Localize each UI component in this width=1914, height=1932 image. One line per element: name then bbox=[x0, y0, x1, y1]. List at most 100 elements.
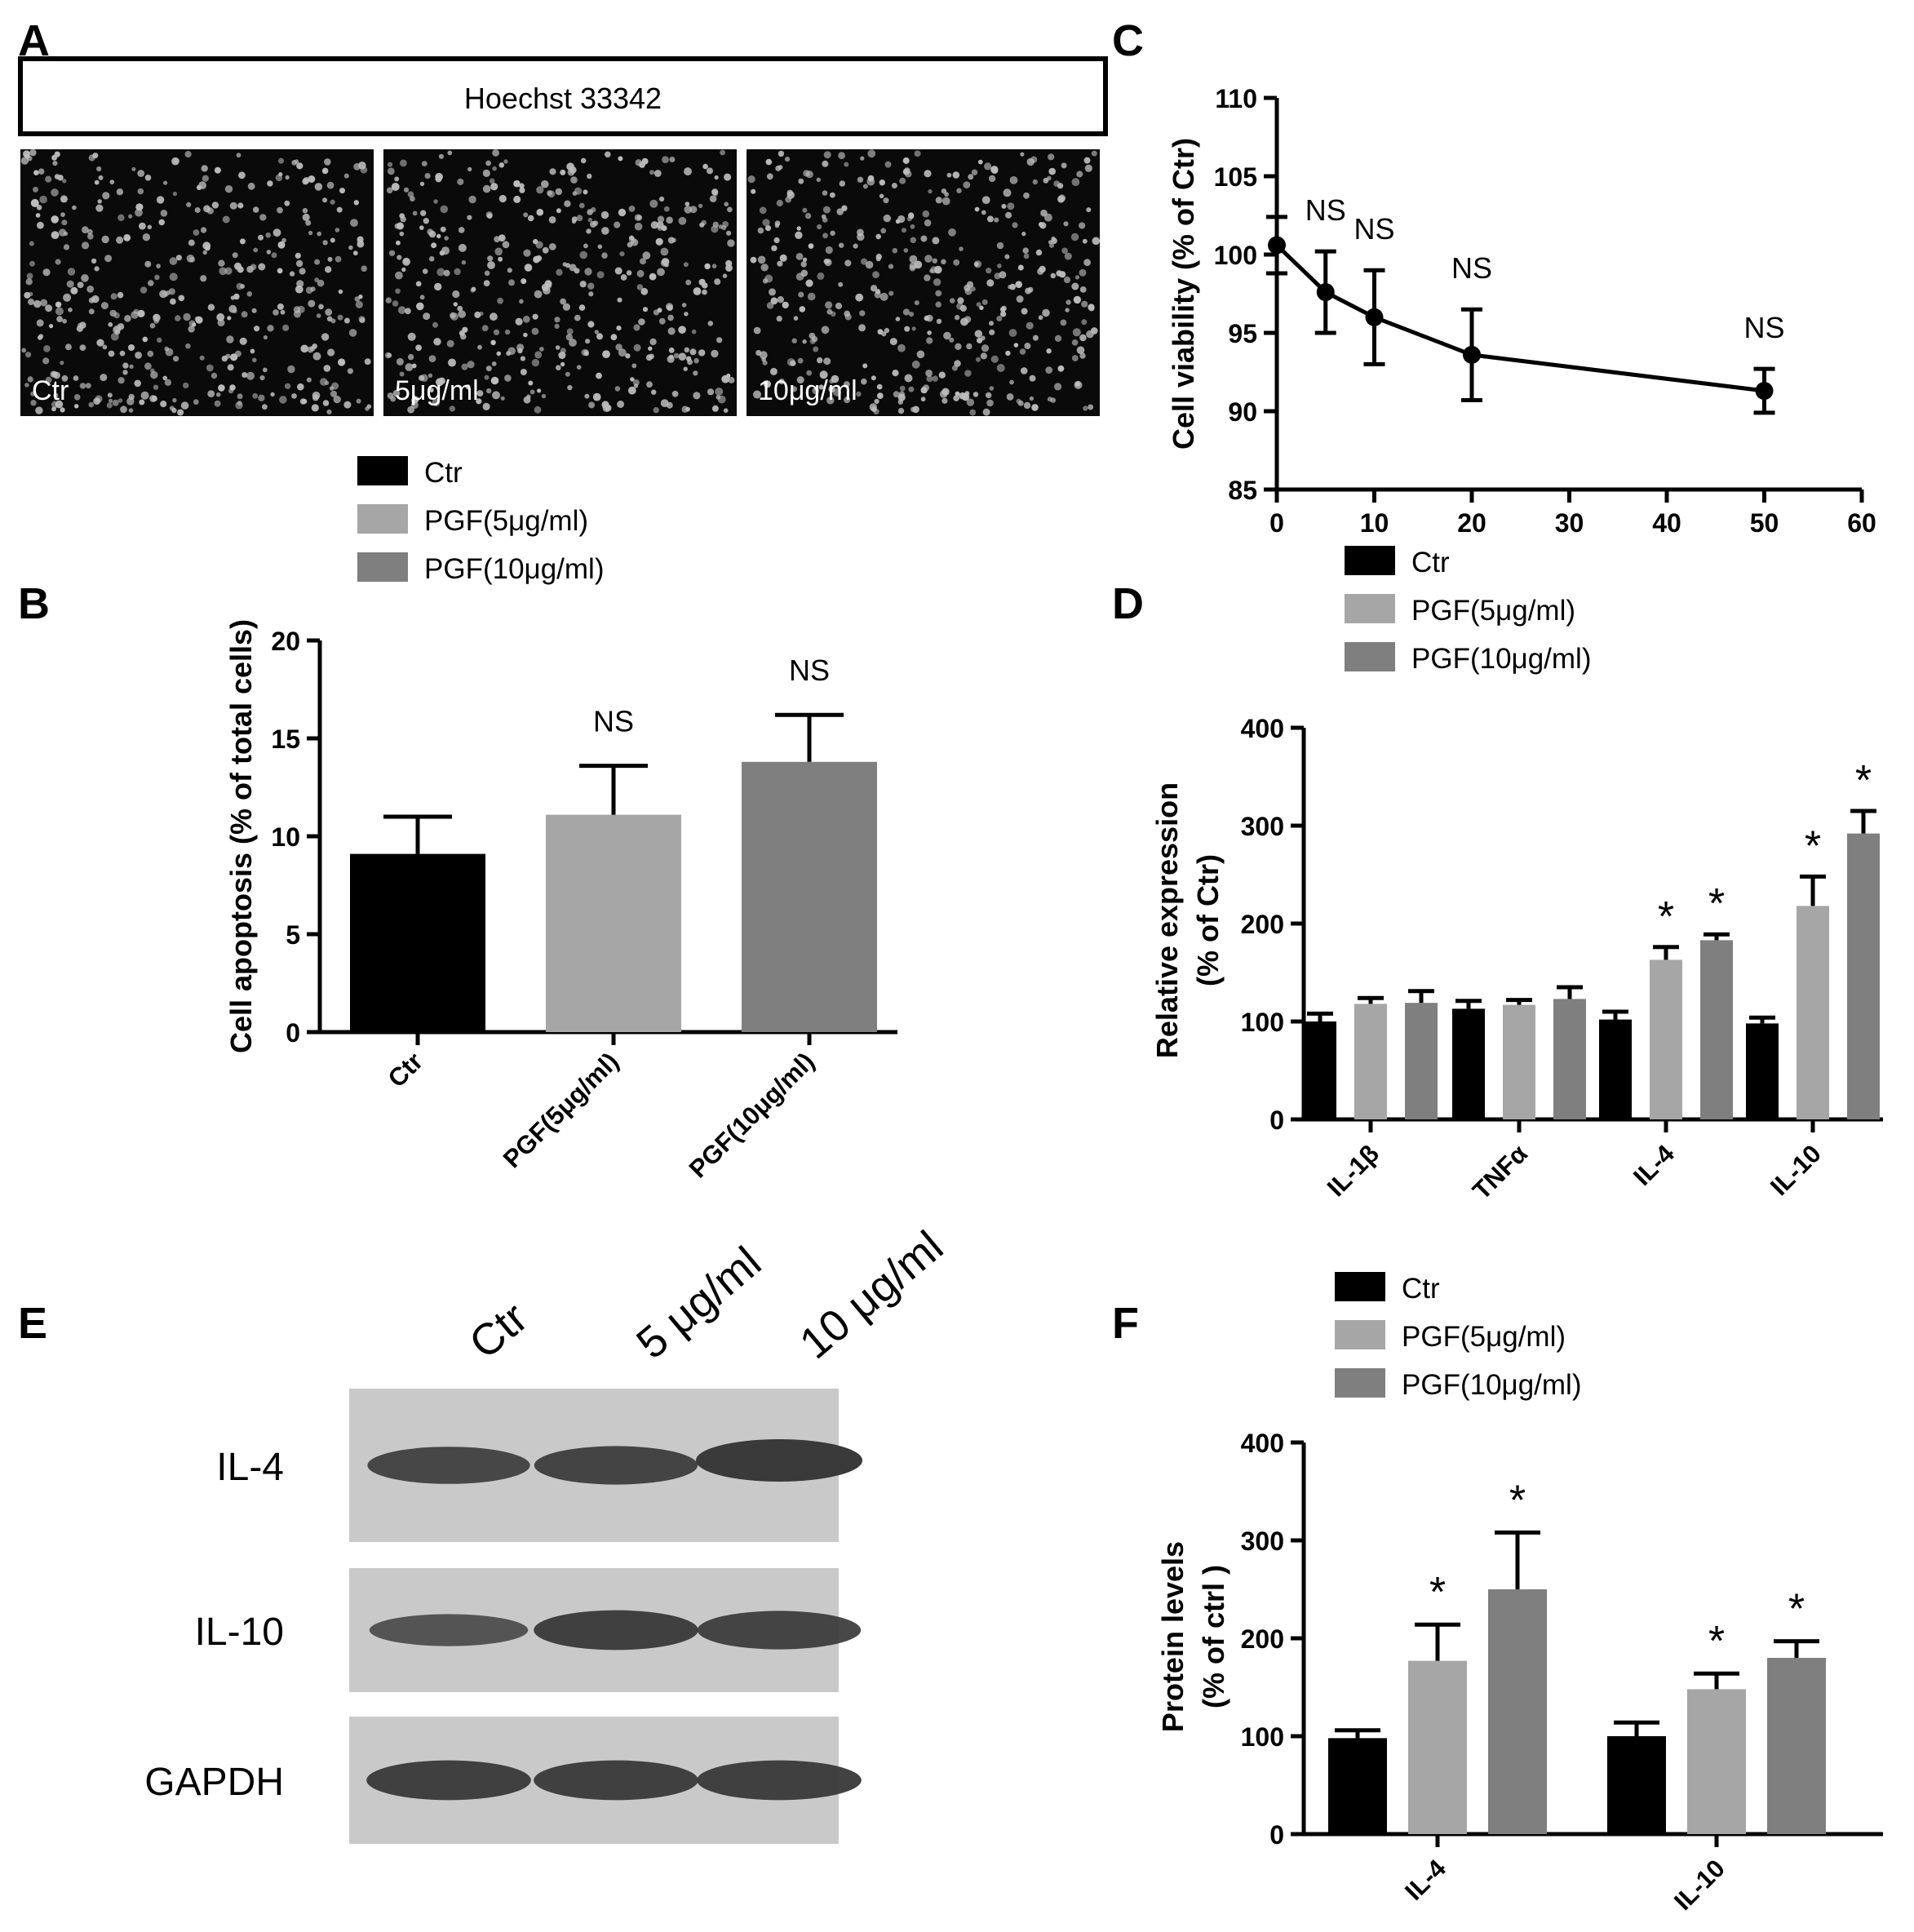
nucleus-dot bbox=[1047, 175, 1052, 181]
legend-label: PGF(5μg/ml) bbox=[1402, 1321, 1566, 1353]
nucleus-dot bbox=[85, 383, 91, 389]
nucleus-dot bbox=[36, 319, 44, 327]
nucleus-dot bbox=[838, 281, 844, 287]
nucleus-dot bbox=[29, 260, 35, 267]
nucleus-dot bbox=[116, 236, 124, 244]
nucleus-dot bbox=[70, 286, 78, 295]
blot-band bbox=[369, 1614, 529, 1646]
nucleus-dot bbox=[453, 302, 458, 307]
nucleus-dot bbox=[458, 310, 466, 318]
nucleus-dot bbox=[1081, 300, 1088, 308]
nucleus-dot bbox=[936, 318, 942, 324]
nucleus-dot bbox=[875, 289, 881, 295]
blot-row: GAPDH bbox=[144, 1717, 862, 1844]
x-tick-label: 20 bbox=[1457, 508, 1486, 538]
nucleus-dot bbox=[29, 148, 37, 157]
nucleus-dot bbox=[96, 339, 104, 347]
nucleus-dot bbox=[390, 396, 397, 402]
nucleus-dot bbox=[88, 308, 95, 315]
nucleus-dot bbox=[813, 346, 819, 352]
nucleus-dot bbox=[487, 255, 494, 262]
nucleus-dot bbox=[502, 241, 510, 249]
blot-band bbox=[534, 1446, 698, 1485]
nucleus-dot bbox=[523, 332, 528, 338]
nucleus-dot bbox=[560, 169, 566, 175]
y-axis-label: Relative expression bbox=[1150, 782, 1184, 1058]
nucleus-dot bbox=[971, 169, 978, 175]
nucleus-dot bbox=[314, 183, 323, 191]
nucleus-dot bbox=[504, 374, 512, 382]
nucleus-dot bbox=[920, 397, 926, 402]
nucleus-dot bbox=[178, 295, 185, 302]
nucleus-dot bbox=[405, 308, 411, 315]
nucleus-dot bbox=[1054, 335, 1062, 342]
panel-d-letter: D bbox=[1112, 579, 1144, 628]
nucleus-dot bbox=[331, 382, 339, 390]
nucleus-dot bbox=[1072, 328, 1081, 337]
nucleus-dot bbox=[684, 312, 689, 317]
nucleus-dot bbox=[634, 222, 643, 231]
nucleus-dot bbox=[914, 300, 919, 306]
nucleus-dot bbox=[252, 357, 257, 363]
nucleus-dot bbox=[297, 383, 304, 391]
nucleus-dot bbox=[314, 277, 320, 282]
nucleus-dot bbox=[114, 329, 121, 335]
nucleus-dot bbox=[401, 267, 406, 273]
nucleus-dot bbox=[821, 326, 830, 335]
nucleus-dot bbox=[977, 159, 983, 165]
legend-item: Ctr bbox=[1335, 1272, 1440, 1305]
nucleus-dot bbox=[498, 194, 507, 203]
nucleus-dot bbox=[966, 398, 975, 406]
significance-star: * bbox=[1788, 1586, 1805, 1633]
nucleus-dot bbox=[237, 202, 244, 209]
nucleus-dot bbox=[862, 184, 868, 189]
nucleus-dot bbox=[1083, 405, 1088, 411]
nucleus-dot bbox=[306, 377, 312, 383]
nucleus-dot bbox=[681, 303, 687, 308]
nucleus-dot bbox=[649, 338, 657, 346]
panel-a-header-box bbox=[18, 56, 1108, 136]
nucleus-dot bbox=[199, 355, 205, 361]
legend-label: PGF(10μg/ml) bbox=[1411, 643, 1591, 675]
nucleus-dot bbox=[625, 353, 631, 359]
nucleus-dot bbox=[519, 299, 524, 304]
nucleus-dot bbox=[911, 326, 916, 331]
nucleus-dot bbox=[117, 214, 125, 221]
nucleus-dot bbox=[990, 355, 999, 363]
nucleus-dot bbox=[631, 363, 637, 369]
bar bbox=[1328, 1738, 1387, 1834]
nucleus-dot bbox=[532, 313, 538, 320]
nucleus-dot bbox=[76, 325, 83, 332]
legend-label: PGF(10μg/ml) bbox=[424, 553, 604, 585]
y-tick-label: 105 bbox=[1214, 162, 1257, 192]
nucleus-dot bbox=[964, 316, 972, 323]
nucleus-dot bbox=[667, 327, 676, 335]
nucleus-dot bbox=[156, 196, 165, 204]
nucleus-dot bbox=[443, 269, 450, 277]
significance-label: NS bbox=[1451, 251, 1492, 285]
nucleus-dot bbox=[137, 188, 144, 195]
nucleus-dot bbox=[240, 284, 246, 289]
nucleus-dot bbox=[996, 364, 1005, 372]
nucleus-dot bbox=[322, 240, 328, 246]
nucleus-dot bbox=[299, 268, 306, 275]
nucleus-dot bbox=[45, 304, 53, 312]
nucleus-dot bbox=[534, 290, 543, 299]
nucleus-dot bbox=[172, 191, 178, 197]
data-point bbox=[1365, 308, 1384, 326]
nucleus-dot bbox=[1076, 346, 1085, 355]
nucleus-dot bbox=[438, 153, 445, 159]
nucleus-dot bbox=[986, 215, 994, 223]
nucleus-dot bbox=[235, 401, 243, 410]
nucleus-dot bbox=[314, 259, 321, 265]
nucleus-dot bbox=[762, 219, 770, 227]
nucleus-dot bbox=[419, 181, 425, 187]
nucleus-dot bbox=[555, 345, 560, 350]
nucleus-dot bbox=[924, 315, 930, 321]
nucleus-dot bbox=[822, 160, 829, 167]
nucleus-dot bbox=[198, 181, 207, 190]
nucleus-dot bbox=[300, 344, 309, 353]
nucleus-dot bbox=[247, 182, 255, 190]
nucleus-dot bbox=[458, 243, 467, 252]
nucleus-dot bbox=[956, 302, 964, 310]
